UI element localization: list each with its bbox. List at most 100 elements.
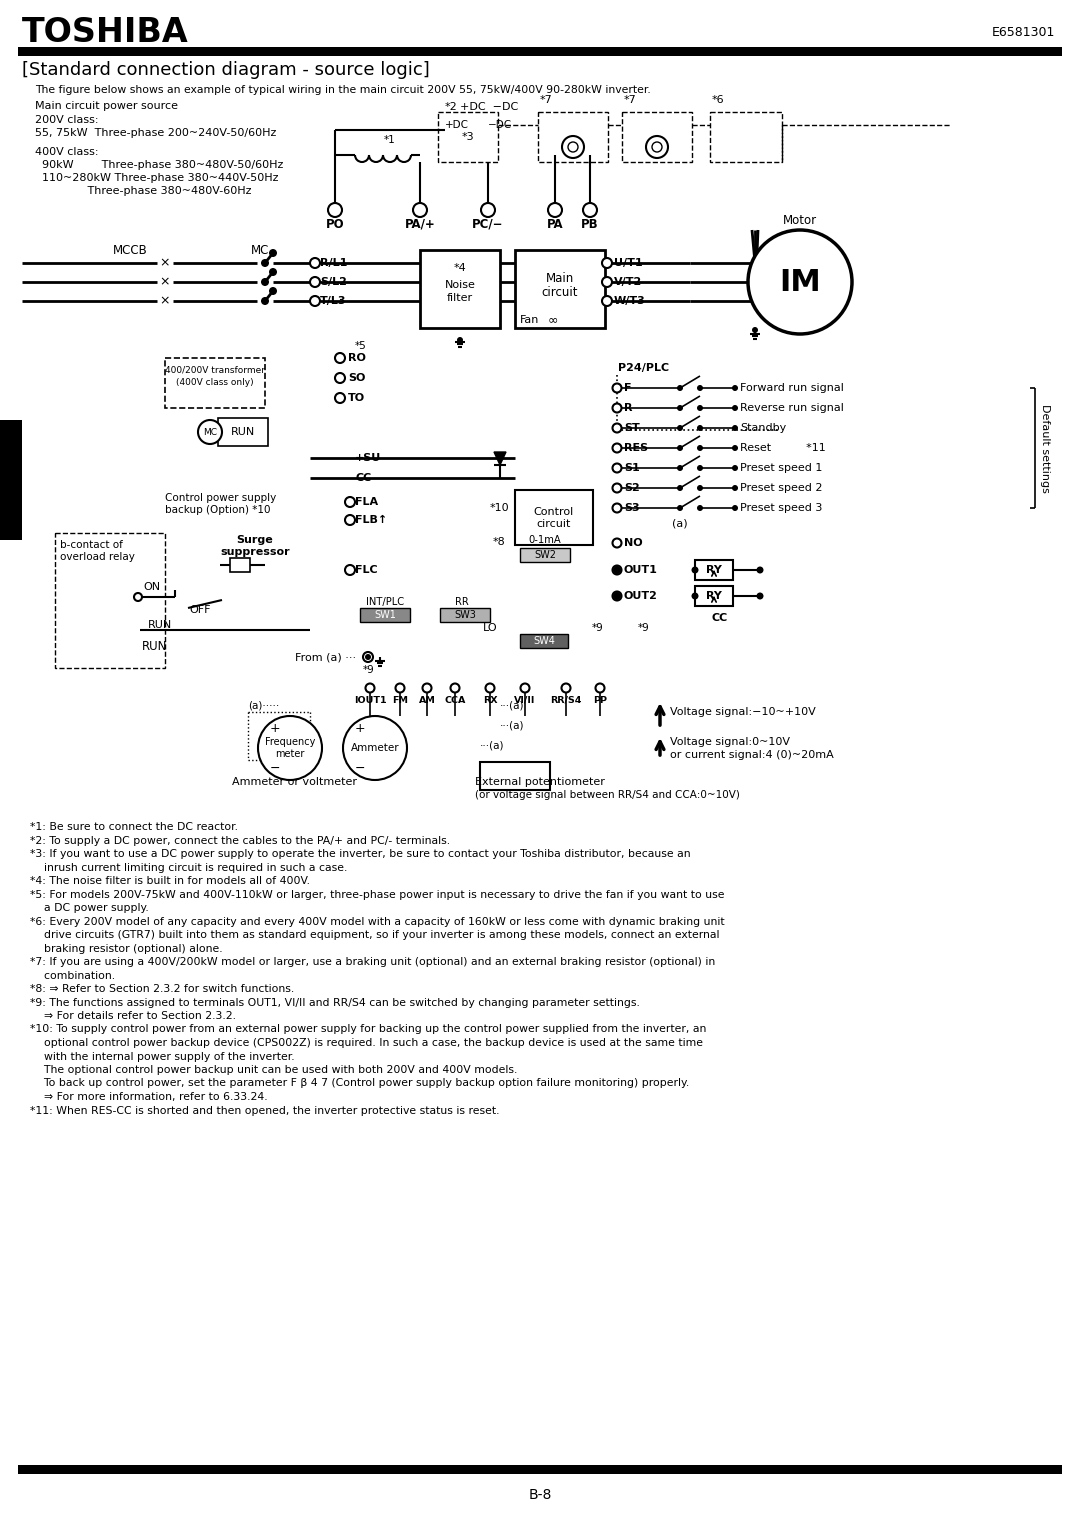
Circle shape — [269, 268, 276, 276]
Circle shape — [450, 683, 459, 692]
Text: *11: When RES-CC is shorted and then opened, the inverter protective status is r: *11: When RES-CC is shorted and then ope… — [30, 1106, 499, 1115]
Circle shape — [697, 404, 703, 411]
Circle shape — [328, 204, 342, 218]
Text: CC: CC — [712, 613, 728, 624]
Circle shape — [457, 337, 463, 343]
Text: RR: RR — [455, 597, 469, 607]
Text: Preset speed 1: Preset speed 1 — [740, 463, 822, 473]
Text: 0-1mA: 0-1mA — [528, 535, 562, 545]
Text: ×: × — [160, 294, 171, 308]
Text: +SU: +SU — [355, 453, 381, 463]
Text: Standby: Standby — [740, 423, 786, 434]
Text: *2: To supply a DC power, connect the cables to the PA/+ and PC/- terminals.: *2: To supply a DC power, connect the ca… — [30, 835, 450, 846]
Text: Control power supply: Control power supply — [165, 493, 276, 502]
Text: From (a) ···: From (a) ··· — [295, 653, 356, 662]
Text: TOSHIBA: TOSHIBA — [22, 15, 189, 49]
Circle shape — [756, 567, 764, 573]
Text: OUT2: OUT2 — [624, 591, 658, 601]
Circle shape — [677, 404, 683, 411]
Circle shape — [697, 506, 703, 512]
Text: ···(a): ···(a) — [500, 720, 525, 731]
Text: SW3: SW3 — [454, 610, 476, 620]
Text: To back up control power, set the parameter F β 4 7 (Control power supply backup: To back up control power, set the parame… — [30, 1079, 689, 1089]
Text: RUN: RUN — [231, 427, 255, 437]
Circle shape — [568, 142, 578, 152]
Text: ∞: ∞ — [548, 314, 558, 326]
Circle shape — [365, 654, 372, 660]
Text: *10: *10 — [490, 502, 510, 513]
Circle shape — [602, 296, 612, 306]
Circle shape — [310, 257, 320, 268]
Text: S2: S2 — [624, 483, 639, 493]
Circle shape — [481, 204, 495, 218]
Text: Voltage signal:−10~+10V: Voltage signal:−10~+10V — [670, 706, 815, 717]
Text: (400V class only): (400V class only) — [176, 377, 254, 386]
Text: 2: 2 — [3, 470, 18, 490]
Text: PA/+: PA/+ — [405, 218, 435, 230]
Circle shape — [612, 383, 621, 392]
Text: Three-phase 380~480V-60Hz: Three-phase 380~480V-60Hz — [35, 185, 252, 196]
Circle shape — [365, 683, 375, 692]
Circle shape — [697, 385, 703, 391]
Circle shape — [583, 204, 597, 218]
Text: 90kW        Three-phase 380~480V-50/60Hz: 90kW Three-phase 380~480V-50/60Hz — [35, 159, 283, 170]
Circle shape — [612, 423, 621, 432]
Circle shape — [335, 352, 345, 363]
Text: or current signal:4 (0)~20mA: or current signal:4 (0)~20mA — [670, 751, 834, 760]
Circle shape — [261, 277, 269, 286]
Circle shape — [134, 593, 141, 601]
Text: *8: *8 — [492, 538, 505, 547]
Text: INT/PLC: INT/PLC — [366, 597, 404, 607]
Circle shape — [732, 404, 738, 411]
Text: *5: *5 — [355, 342, 367, 351]
Text: RUN: RUN — [143, 639, 167, 653]
Text: Voltage signal:0~10V: Voltage signal:0~10V — [670, 737, 789, 748]
Text: Control: Control — [534, 507, 575, 516]
Bar — [420, 250, 500, 328]
Bar — [515, 490, 593, 545]
Circle shape — [756, 593, 764, 599]
Circle shape — [677, 385, 683, 391]
Text: overload relay: overload relay — [60, 552, 135, 562]
Text: FLB↑: FLB↑ — [355, 515, 388, 525]
Text: S3: S3 — [624, 502, 639, 513]
Text: 200V class:: 200V class: — [35, 115, 98, 126]
Text: SW1: SW1 — [374, 610, 396, 620]
Text: W/T3: W/T3 — [615, 296, 646, 306]
Text: FLC: FLC — [355, 565, 378, 574]
Text: B-8: B-8 — [528, 1488, 552, 1501]
Circle shape — [613, 565, 621, 574]
Circle shape — [697, 466, 703, 470]
Text: E6581301: E6581301 — [991, 26, 1055, 38]
Text: *9: *9 — [363, 665, 375, 676]
Text: ON: ON — [144, 582, 161, 591]
Text: Ammeter or voltmeter: Ammeter or voltmeter — [232, 777, 357, 787]
Text: Frequency: Frequency — [265, 737, 315, 748]
Circle shape — [691, 593, 699, 599]
Circle shape — [345, 515, 355, 525]
Circle shape — [612, 443, 621, 452]
Bar — [696, 561, 733, 581]
Text: CC: CC — [355, 473, 372, 483]
Text: F: F — [624, 383, 632, 394]
Circle shape — [612, 504, 621, 513]
Text: circuit: circuit — [537, 519, 571, 529]
Text: SO: SO — [348, 372, 365, 383]
Text: MC: MC — [203, 427, 217, 437]
Circle shape — [652, 142, 662, 152]
Circle shape — [310, 296, 320, 306]
Text: *3: *3 — [461, 132, 474, 142]
Bar — [360, 608, 410, 622]
Circle shape — [732, 486, 738, 490]
Bar — [18, 47, 1062, 57]
Text: ···(a): ···(a) — [500, 700, 525, 709]
Circle shape — [595, 683, 605, 692]
Text: V/T2: V/T2 — [615, 277, 643, 286]
Text: +DC  −DC: +DC −DC — [460, 103, 518, 112]
Text: combination.: combination. — [30, 970, 116, 980]
Text: FM: FM — [392, 696, 408, 705]
Text: (a): (a) — [672, 518, 688, 529]
Circle shape — [335, 394, 345, 403]
Circle shape — [691, 567, 699, 573]
Text: FLA: FLA — [355, 496, 378, 507]
